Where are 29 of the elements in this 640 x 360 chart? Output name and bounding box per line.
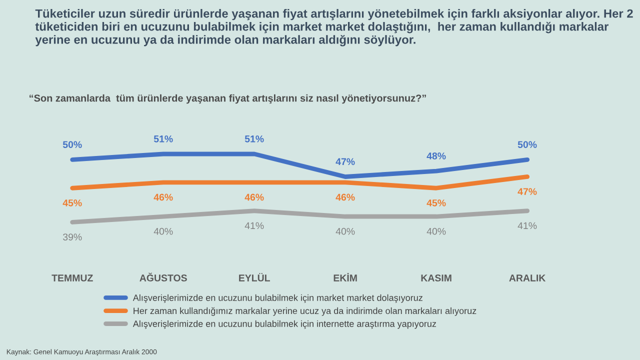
data-label: 47% — [336, 158, 355, 166]
x-tick-label: KASIM — [421, 274, 452, 282]
data-label: 46% — [154, 194, 173, 201]
data-label: 46% — [336, 194, 355, 201]
data-label: 40% — [336, 228, 355, 235]
data-label: 41% — [518, 222, 537, 230]
data-label: 51% — [244, 135, 264, 142]
chart-title: Tüketiciler uzun süredir ürünlerde yaşanan fiyat artışlarını yönetebilmek için farklı aksiyonlar alıyor. Her 2 tüketiciden biri en ucuzunu bulabilmek için market market dolaştığını, her zaman kullandığı markalar yerine en ucuzunu ya da indirimde olan markaları aldığını söylüyor. — [35, 9, 633, 46]
data-label: 47% — [518, 188, 537, 195]
data-label: 40% — [154, 228, 173, 235]
x-tick-label: TEMMUZ — [52, 274, 93, 282]
data-label: 40% — [426, 228, 446, 235]
data-label: 50% — [62, 141, 82, 148]
data-label: 48% — [426, 152, 446, 160]
x-tick-label: EKİM — [334, 273, 357, 282]
data-label: 39% — [63, 234, 82, 240]
data-label: 45% — [426, 199, 446, 206]
x-tick-label: AĞUSTOS — [140, 272, 187, 282]
data-label: 45% — [62, 199, 82, 206]
x-tick-label: EYLÜL — [239, 273, 270, 282]
data-label: 51% — [154, 135, 173, 142]
data-label: 41% — [244, 222, 264, 230]
chart-subtitle: “Son zamanlarda tüm ürünlerde yaşanan fiyat artışlarını siz nasıl yönetiyorsunuz?” — [30, 94, 426, 104]
legend-label: Her zaman kullandığımız markalar yerine ucuz ya da indirimde olan markaları alıyoruz — [134, 307, 476, 316]
data-label: 46% — [244, 194, 264, 201]
legend-label: Alışverişlerimizde en ucuzunu bulabilmek için market market dolaşıyoruz — [132, 294, 422, 303]
x-tick-label: ARALIK — [509, 274, 546, 282]
legend-label: Alışverişlerimizde en ucuzunu bulabilmek için internette araştırma yapıyoruz — [132, 320, 436, 329]
data-label: 50% — [518, 141, 537, 148]
